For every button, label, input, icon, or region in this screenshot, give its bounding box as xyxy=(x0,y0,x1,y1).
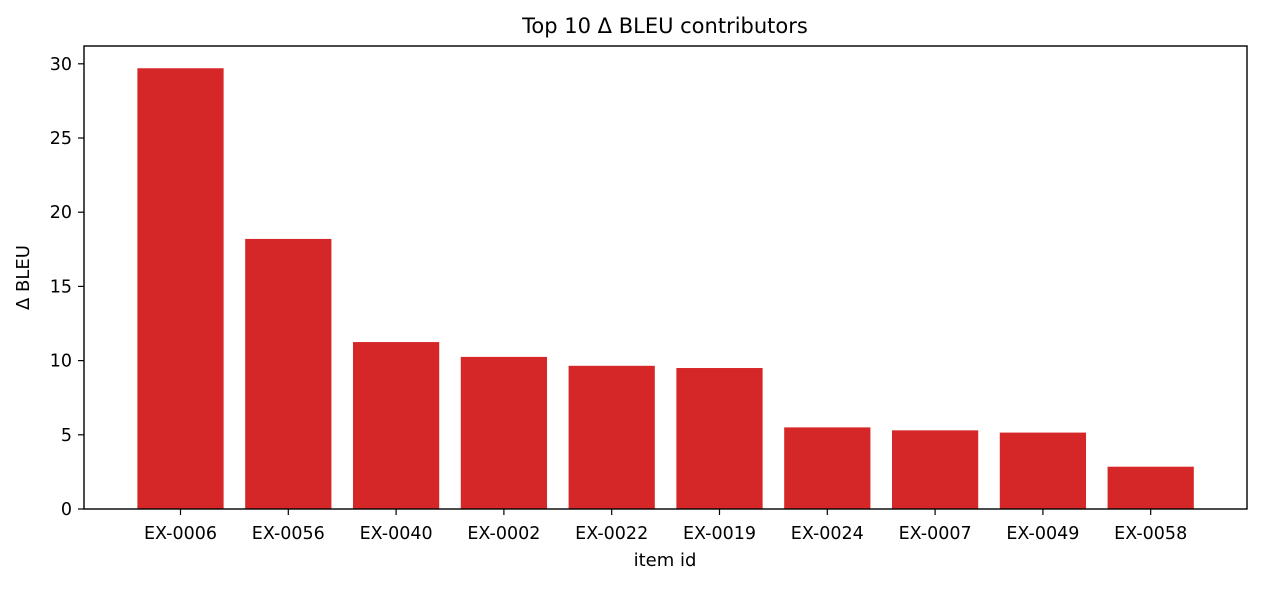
y-tick-label: 5 xyxy=(61,426,72,446)
y-tick-label: 25 xyxy=(50,129,72,149)
bar-ex-0049 xyxy=(999,432,1087,509)
y-tick-label: 0 xyxy=(61,500,72,520)
bar-ex-0040 xyxy=(352,342,440,509)
x-tick-label: EX-0049 xyxy=(1006,524,1079,544)
x-tick-label: EX-0024 xyxy=(791,524,864,544)
plot-frame xyxy=(83,45,1248,510)
bar-ex-0019 xyxy=(676,368,763,509)
y-tick-label: 15 xyxy=(50,277,72,297)
y-tick-label: 10 xyxy=(50,352,72,372)
bar-ex-0024 xyxy=(784,427,871,509)
bars-layer xyxy=(137,68,1194,510)
x-tick-label: EX-0058 xyxy=(1114,524,1187,544)
x-tick-label: EX-0006 xyxy=(144,524,217,544)
bar-ex-0006 xyxy=(137,68,224,509)
y-tick-label: 30 xyxy=(50,55,72,75)
y-axis: 0 5 10 15 20 25 30 xyxy=(50,55,84,520)
x-tick-label: EX-0040 xyxy=(360,524,433,544)
x-tick-label: EX-0056 xyxy=(252,524,325,544)
bar-ex-0058 xyxy=(1107,466,1194,509)
y-tick-label: 20 xyxy=(50,203,72,223)
x-tick-label: EX-0007 xyxy=(899,524,972,544)
x-tick-label: EX-0022 xyxy=(575,524,648,544)
x-tick-label: EX-0002 xyxy=(467,524,540,544)
x-tick-label: EX-0019 xyxy=(683,524,756,544)
bar-ex-0002 xyxy=(460,356,548,509)
chart-title: Top 10 Δ BLEU contributors xyxy=(521,14,808,38)
x-axis-label: item id xyxy=(634,550,697,571)
x-axis: EX-0006 EX-0056 EX-0040 EX-0002 EX-0022 EX-00… xyxy=(144,509,1187,544)
bar-ex-0056 xyxy=(245,238,332,510)
y-axis-label: Δ BLEU xyxy=(13,245,34,310)
bar-ex-0022 xyxy=(568,365,655,509)
bar-ex-0007 xyxy=(891,430,979,509)
